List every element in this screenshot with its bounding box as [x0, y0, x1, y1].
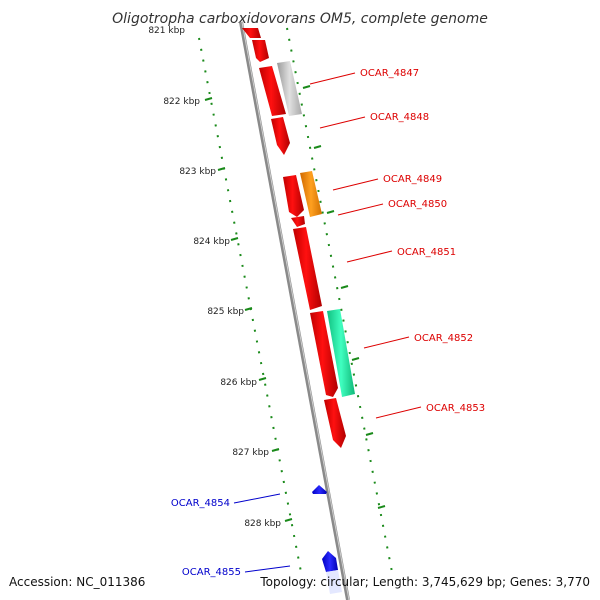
gene-arrow-4852[interactable] — [310, 311, 338, 397]
genome-backbone-highlight — [241, 21, 350, 600]
gene-arrow-4849[interactable] — [283, 175, 304, 217]
forward-genes — [242, 28, 346, 448]
reverse-gene-labels: OCAR_4854 OCAR_4855 — [171, 493, 291, 578]
kbp-label-825: 825 kbp — [207, 307, 244, 317]
gene-arrow-4854[interactable] — [312, 485, 327, 494]
reverse-genes — [312, 485, 342, 594]
gene-arrow-4855[interactable] — [322, 551, 338, 572]
gene-label-4854[interactable]: OCAR_4854 — [171, 498, 230, 509]
kbp-label-824: 824 kbp — [193, 237, 230, 247]
gene-arrow-4847[interactable] — [259, 66, 286, 116]
feature-gray-4847[interactable] — [277, 61, 302, 116]
gene-arrow-4855-body[interactable] — [326, 570, 342, 594]
gene-arrow-4850[interactable] — [291, 216, 305, 227]
gene-arrow-4853[interactable] — [324, 398, 346, 448]
kbp-label-827: 827 kbp — [232, 448, 269, 458]
outer-ruler-track — [286, 27, 393, 573]
inner-major-ticks — [204, 97, 293, 522]
gene-label-4851[interactable]: OCAR_4851 — [397, 247, 456, 258]
gene-arrow-4846[interactable] — [252, 40, 269, 62]
kbp-label-821: 821 kbp — [148, 26, 185, 36]
forward-gene-labels: OCAR_4847 OCAR_4848 OCAR_4849 OCAR_4850 … — [309, 68, 485, 419]
gene-label-4853[interactable]: OCAR_4853 — [426, 403, 485, 414]
gene-arrow-4851[interactable] — [293, 227, 322, 310]
inner-ruler-track — [198, 37, 302, 573]
kbp-labels: 821 kbp 822 kbp 823 kbp 824 kbp 825 kbp … — [148, 26, 281, 529]
feature-orange-4849[interactable] — [300, 171, 322, 217]
accession-text: Accession: NC_011386 — [9, 575, 145, 589]
kbp-label-823: 823 kbp — [179, 167, 216, 177]
gene-label-4848[interactable]: OCAR_4848 — [370, 112, 429, 123]
gene-label-4847[interactable]: OCAR_4847 — [360, 68, 419, 79]
gene-arrow-4848[interactable] — [271, 117, 290, 155]
feature-green-4852[interactable] — [327, 309, 355, 397]
gene-label-4849[interactable]: OCAR_4849 — [383, 174, 442, 185]
kbp-label-826: 826 kbp — [220, 378, 257, 388]
feature-blocks — [277, 61, 355, 397]
gene-arrow-top[interactable] — [242, 28, 261, 38]
kbp-label-828: 828 kbp — [244, 519, 281, 529]
genome-backbone — [239, 21, 350, 600]
genome-title: Oligotropha carboxidovorans OM5, complet… — [112, 11, 488, 27]
kbp-label-822: 822 kbp — [163, 97, 200, 107]
outer-major-ticks — [302, 85, 386, 509]
gene-label-4850[interactable]: OCAR_4850 — [388, 199, 447, 210]
gene-label-4855[interactable]: OCAR_4855 — [182, 567, 241, 578]
gene-label-4852[interactable]: OCAR_4852 — [414, 333, 473, 344]
genome-summary-text: Topology: circular; Length: 3,745,629 bp… — [259, 575, 590, 589]
